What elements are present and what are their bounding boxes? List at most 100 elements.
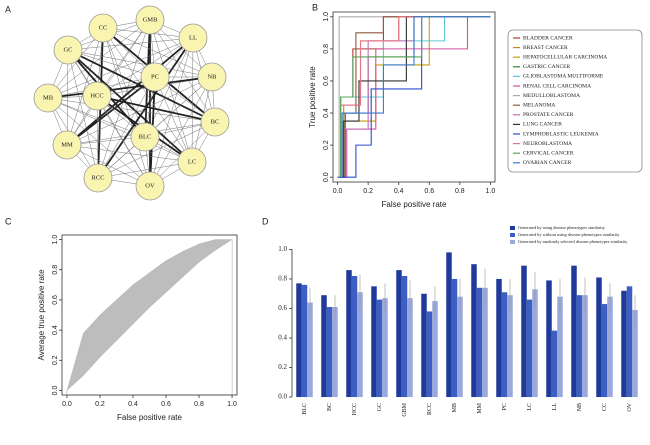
panel-label: B — [312, 2, 318, 12]
edge — [67, 49, 99, 179]
y-tick-label: 0.2 — [323, 140, 330, 150]
node-label: GC — [63, 46, 72, 53]
x-tick-label: 0.0 — [62, 401, 72, 408]
legend-swatch — [510, 240, 515, 244]
edge — [66, 37, 194, 146]
edge — [102, 27, 151, 187]
bar — [346, 270, 352, 398]
node — [53, 35, 83, 65]
bar — [626, 286, 633, 398]
edge — [67, 37, 194, 51]
x-tick-label: CC — [602, 403, 608, 411]
legend-label: NEUROBLASTOMA — [523, 141, 572, 147]
edge — [47, 97, 216, 123]
edge — [67, 49, 193, 163]
edge — [47, 97, 151, 187]
node — [135, 5, 165, 35]
edge — [66, 144, 151, 187]
legend-label: Generated by without using disease pheno… — [518, 232, 620, 237]
bar — [571, 265, 577, 398]
bar — [482, 287, 488, 398]
legend-label: Generated by randomly selected disease p… — [518, 239, 628, 244]
legend-label: HEPATOCELLULAR CARCINOMA — [523, 54, 607, 60]
bar — [457, 296, 463, 398]
node-label: HCC — [90, 92, 103, 99]
x-tick-label: HCC — [352, 403, 358, 415]
x-tick-label: RCC — [427, 403, 433, 415]
x-axis-label: False positive rate — [117, 413, 182, 422]
y-tick-label: 0.2 — [52, 355, 59, 365]
y-tick-label: 0.4 — [52, 325, 59, 335]
x-tick-label: LL — [552, 403, 558, 411]
x-tick-label: 0.6 — [424, 188, 434, 195]
legend-label: Generated by using disease phenotypes si… — [518, 225, 606, 230]
band-lower — [66, 239, 233, 396]
legend-label: GLIOBLASTOMA MULTIFORME — [523, 74, 604, 80]
panel-label: A — [5, 4, 11, 14]
bar — [407, 298, 413, 398]
edge — [66, 49, 69, 146]
bar — [296, 283, 302, 398]
bar — [396, 270, 402, 398]
node-label: LC — [188, 158, 196, 165]
node-label: OV — [145, 182, 155, 189]
legend-label: CERVICAL CANCER — [523, 150, 574, 156]
node — [197, 62, 227, 92]
edge — [47, 76, 213, 99]
bar — [432, 301, 438, 398]
roc-curve — [337, 16, 491, 178]
y-tick-label: 0.6 — [52, 295, 59, 305]
bar — [632, 309, 638, 398]
node — [52, 130, 82, 160]
edge — [102, 27, 193, 163]
bar — [507, 295, 513, 398]
y-tick-label: 0.8 — [52, 265, 59, 275]
y-tick-label: 1.0 — [278, 245, 287, 253]
bar — [551, 330, 558, 398]
bar — [351, 276, 358, 398]
bar — [607, 296, 613, 398]
legend-label: LYMPHOBLASTIC LEUKEMIA — [523, 131, 599, 137]
y-tick-label: 0.6 — [323, 76, 330, 86]
panel-label: D — [262, 216, 269, 226]
bar — [526, 299, 533, 398]
edge — [47, 27, 104, 99]
node-label: RCC — [91, 174, 104, 181]
edge — [97, 76, 156, 179]
edge — [96, 95, 151, 187]
edge — [67, 49, 151, 187]
edge — [67, 49, 213, 78]
legend-label: BREAST CANCER — [523, 45, 568, 51]
edge — [154, 76, 193, 163]
bar — [546, 280, 552, 398]
bar — [496, 278, 502, 398]
bar — [401, 276, 408, 398]
y-tick-label: 0.0 — [278, 393, 287, 401]
bar — [376, 299, 383, 398]
edge — [149, 76, 213, 187]
node-label: GMB — [143, 16, 158, 23]
edge — [47, 97, 193, 163]
node-label: MB — [43, 94, 54, 101]
x-tick-label: 0.8 — [455, 188, 465, 195]
plot-frame — [332, 11, 496, 183]
x-tick-label: MB — [452, 403, 458, 412]
y-tick-label: 0.8 — [323, 44, 330, 54]
node-label: BLC — [139, 133, 152, 140]
bar — [426, 311, 433, 398]
x-tick-label: NB — [577, 403, 583, 411]
x-tick-label: LC — [527, 403, 533, 411]
node — [33, 83, 63, 113]
y-tick-label: 0.4 — [278, 334, 287, 342]
y-axis-label: Average true positive rate — [37, 269, 46, 361]
x-tick-label: 0.6 — [161, 401, 171, 408]
node — [83, 163, 113, 193]
x-tick-label: GBM — [402, 402, 408, 416]
bar — [446, 252, 452, 398]
bar — [576, 295, 583, 398]
node — [82, 81, 112, 111]
legend-label: OVARIAN CANCER — [523, 160, 572, 166]
x-tick-label: 0.8 — [194, 401, 204, 408]
bar — [471, 264, 477, 398]
